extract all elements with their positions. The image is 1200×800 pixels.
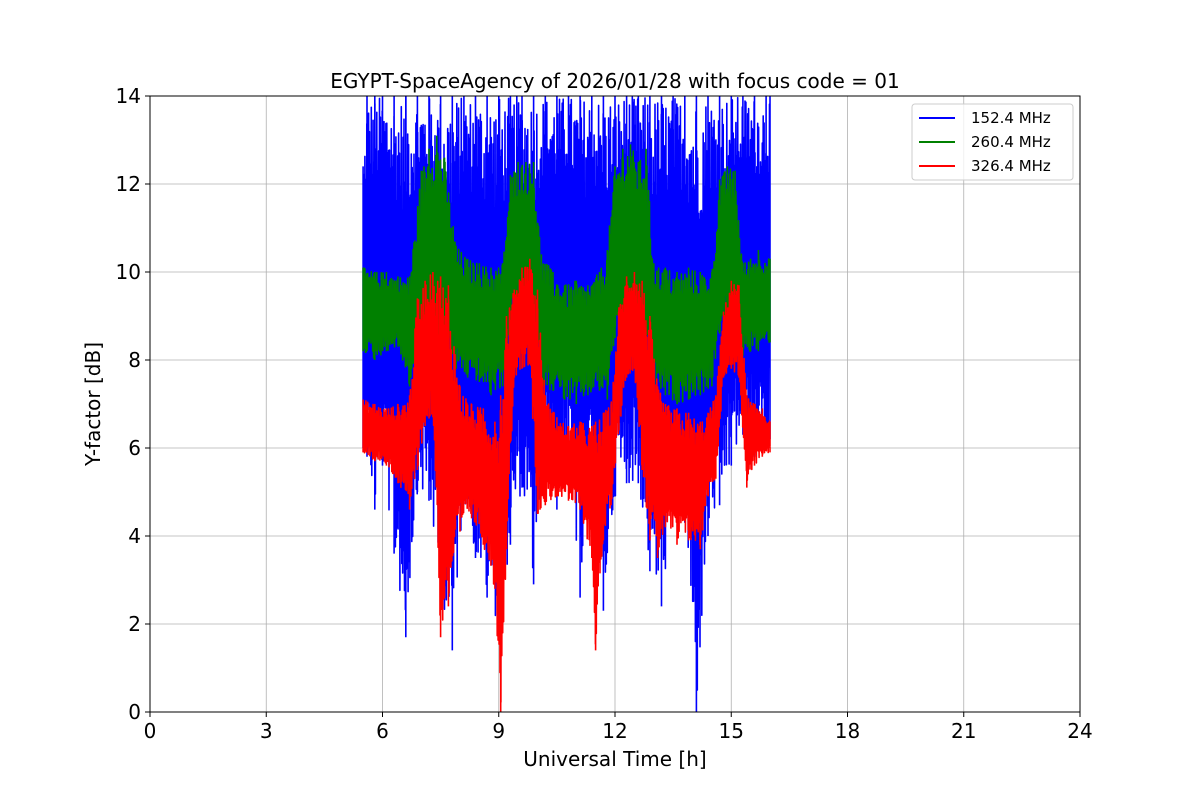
- y-tick-label: 12: [116, 172, 141, 196]
- x-tick-label: 3: [260, 719, 273, 743]
- x-tick-label: 24: [1067, 719, 1092, 743]
- x-tick-label: 12: [602, 719, 627, 743]
- legend-label: 326.4 MHz: [971, 157, 1051, 175]
- x-tick-label: 9: [492, 719, 505, 743]
- series-line-3: [362, 258, 771, 712]
- legend-label: 152.4 MHz: [971, 109, 1051, 127]
- x-tick-label: 0: [144, 719, 157, 743]
- legend-label: 260.4 MHz: [971, 133, 1051, 151]
- y-tick-label: 8: [128, 348, 141, 372]
- x-axis-label: Universal Time [h]: [523, 747, 706, 771]
- legend-box: [911, 103, 1074, 181]
- legend-entries: 152.4 MHz 260.4 MHz 326.4 MHz: [919, 109, 1051, 175]
- y-tick-label: 14: [116, 84, 141, 108]
- chart-title: EGYPT-SpaceAgency of 2026/01/28 with foc…: [330, 69, 899, 93]
- y-tick-label: 2: [128, 612, 141, 636]
- legend: 152.4 MHz 260.4 MHz 326.4 MHz: [911, 103, 1074, 181]
- y-tick-label: 0: [128, 700, 141, 724]
- y-tick-label: 6: [128, 436, 141, 460]
- y-tick-label: 10: [116, 260, 141, 284]
- x-tick-label: 21: [951, 719, 976, 743]
- series-layer: [362, 96, 771, 712]
- y-axis-label: Y-factor [dB]: [81, 342, 105, 467]
- x-tick-label: 15: [719, 719, 744, 743]
- x-tick-label: 18: [835, 719, 860, 743]
- series-line-2: [362, 135, 771, 405]
- x-tick-label: 6: [376, 719, 389, 743]
- y-tick-label: 4: [128, 524, 141, 548]
